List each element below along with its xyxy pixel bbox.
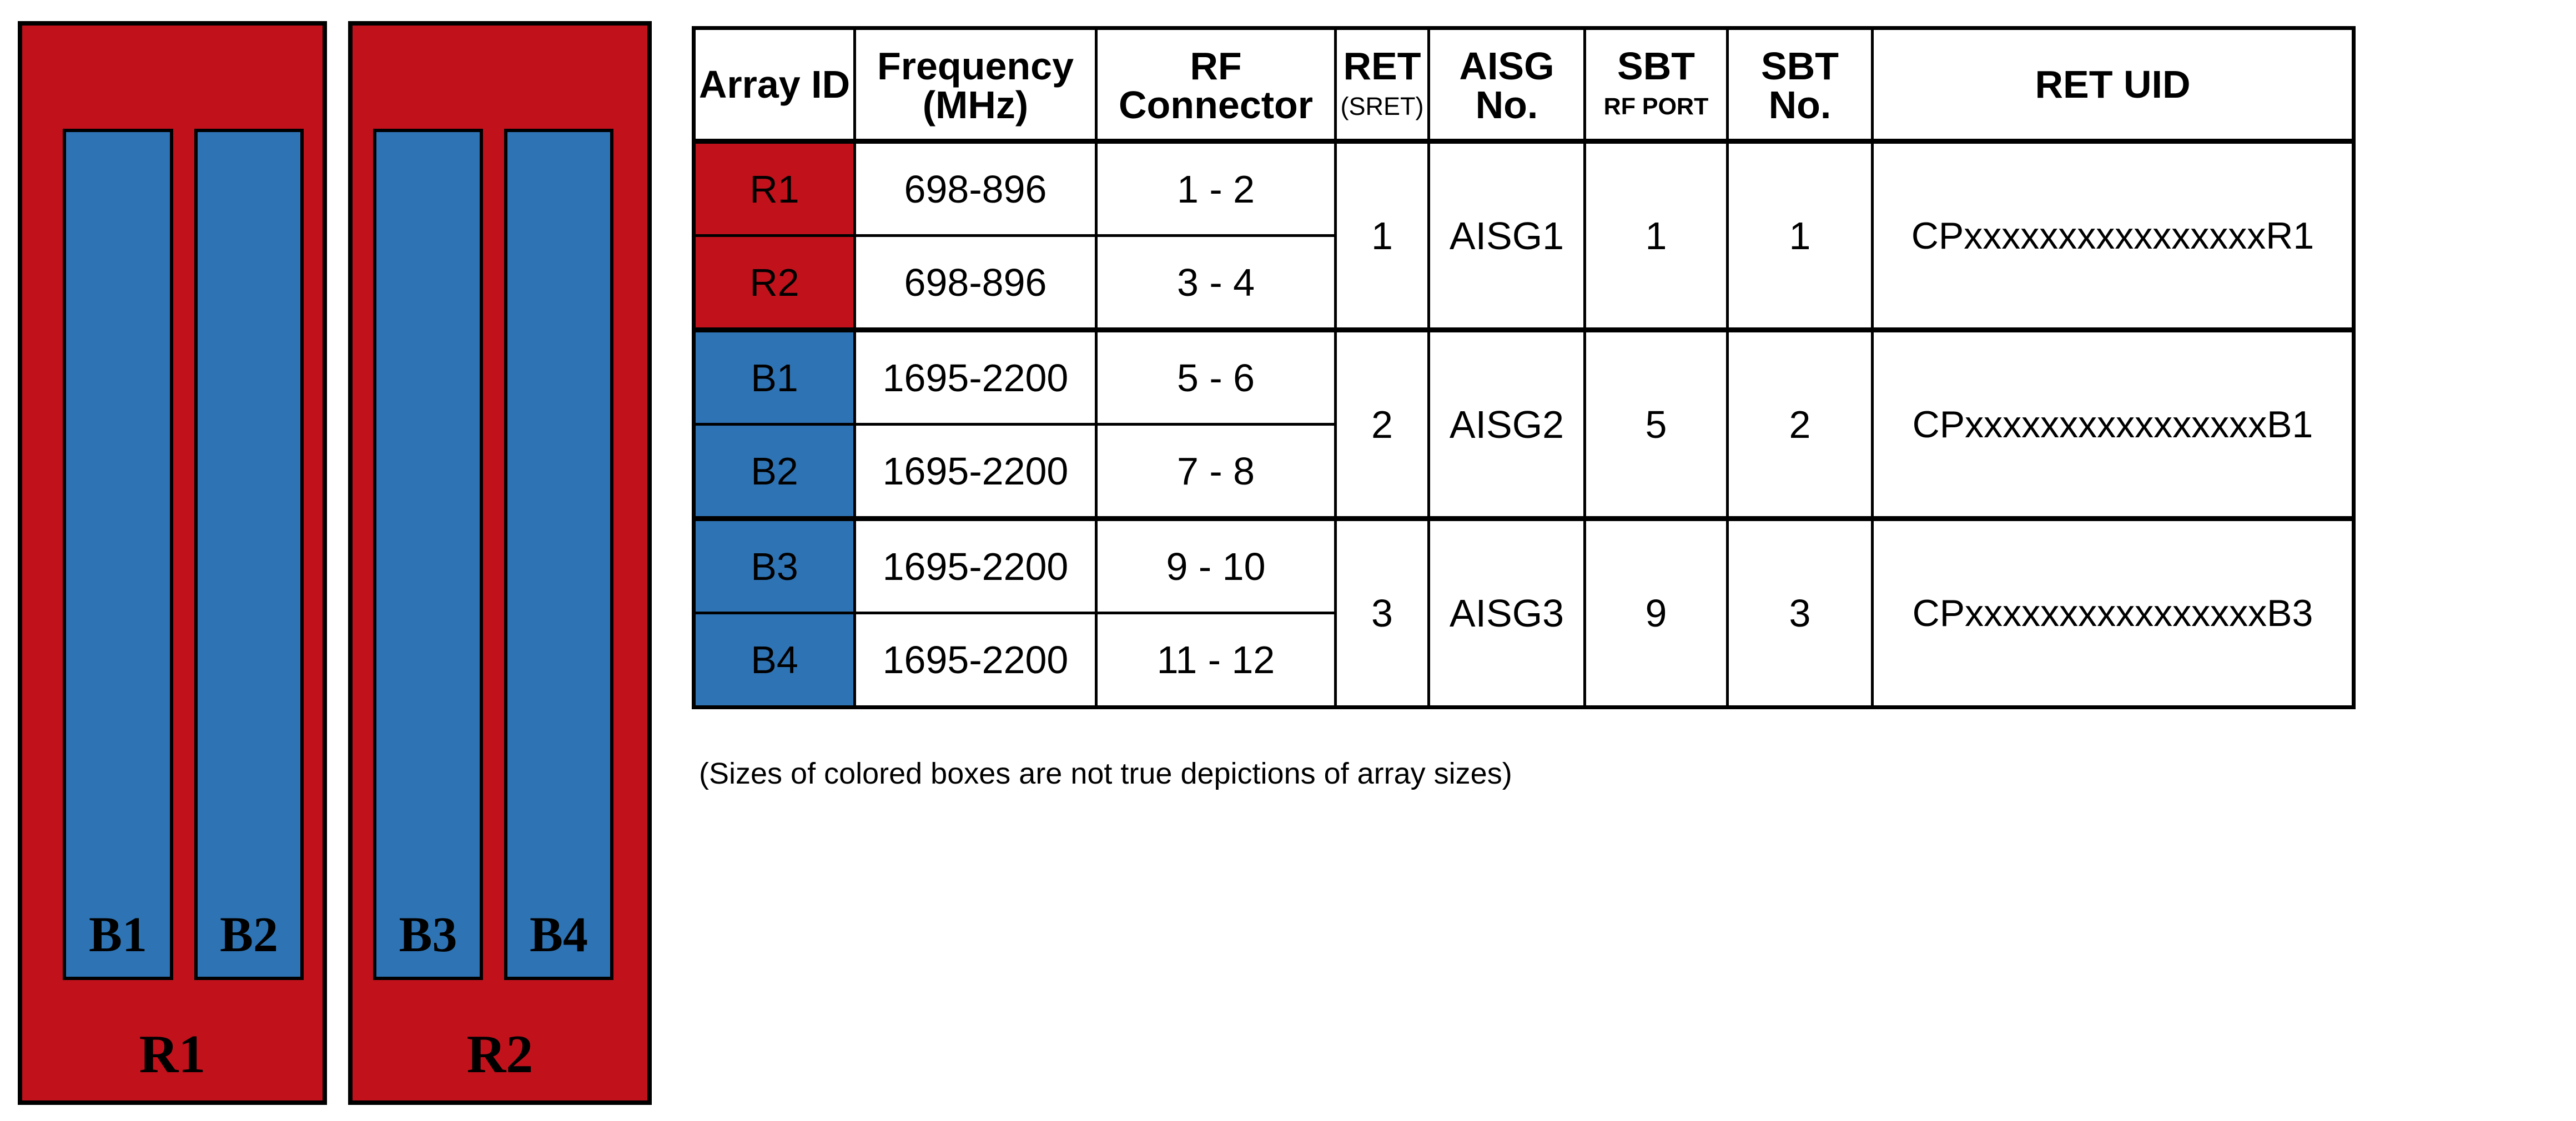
array-box-label: B3 (399, 907, 457, 962)
cell-ret: 2 (1334, 329, 1430, 521)
cell-frequency: 1695-2200 (853, 423, 1098, 521)
col-header-aisg-no: AISG No. (1427, 27, 1586, 144)
cell-ret: 3 (1334, 517, 1430, 709)
header-label: SBT (1617, 44, 1695, 88)
array-box-b2: B2 (194, 129, 304, 980)
header-label: AISG (1459, 44, 1554, 88)
table-row-b3: B3 1695-2200 9 - 10 3 AISG3 9 3 CPxxxxxx… (692, 517, 2355, 709)
cell-frequency: 1695-2200 (853, 517, 1098, 614)
header-label: (MHz) (922, 83, 1029, 127)
table-row-b2: B2 1695-2200 7 - 8 (692, 423, 2354, 521)
header-label: Frequency (877, 44, 1074, 88)
array-box-label: B1 (88, 907, 148, 962)
header-row: Array ID Frequency (MHz) RF Connector (692, 27, 2355, 144)
col-header-array-id: Array ID (692, 27, 856, 144)
header-label: No. (1768, 83, 1832, 127)
col-header-rf-connector: RF Connector (1095, 27, 1337, 144)
cell-rf-connector: 1 - 2 (1095, 140, 1337, 237)
cell-aisg-no: AISG3 (1427, 517, 1586, 709)
cell-rf-connector: 3 - 4 (1095, 234, 1337, 332)
cell-sbt-rf-port: 1 (1583, 140, 1729, 332)
cell-array-id: B1 (692, 329, 856, 426)
antenna-panel-r1: B1 B2 R1 (18, 21, 327, 1105)
cell-sbt-rf-port: 5 (1583, 329, 1729, 521)
cell-ret-uid: CPxxxxxxxxxxxxxxxxR1 (1871, 140, 2355, 332)
cell-sbt-no: 1 (1726, 140, 1874, 332)
array-box-label: B2 (219, 907, 279, 962)
cell-frequency: 1695-2200 (853, 612, 1098, 709)
array-box-b3: B3 (373, 129, 483, 980)
table-row-r1: R1 698-896 1 - 2 1 AISG1 1 1 CPxxxxxxxxx… (692, 140, 2355, 332)
cell-sbt-no: 2 (1726, 329, 1874, 521)
table-row-r2: R2 698-896 3 - 4 (692, 234, 2354, 332)
cell-frequency: 1695-2200 (853, 329, 1098, 426)
cell-array-id: B2 (692, 423, 856, 521)
table-row-b4: B4 1695-2200 11 - 12 (692, 612, 2354, 709)
cell-frequency: 698-896 (853, 234, 1098, 332)
cell-ret-uid: CPxxxxxxxxxxxxxxxxB3 (1871, 517, 2355, 709)
array-box-b4: B4 (504, 129, 613, 980)
antenna-panel-r2: B3 B4 R2 (348, 21, 652, 1105)
header-label: SBT (1761, 44, 1839, 88)
panel-label-r2: R2 (466, 1024, 534, 1084)
col-header-sbt-no: SBT No. (1726, 27, 1874, 144)
cell-array-id: B4 (692, 612, 856, 709)
panel-label-r1: R1 (139, 1024, 206, 1084)
header-label: Connector (1119, 83, 1313, 127)
note-caption: (Sizes of colored boxes are not true dep… (699, 757, 1512, 790)
cell-ret-uid: CPxxxxxxxxxxxxxxxxB1 (1871, 329, 2355, 521)
cell-rf-connector: 11 - 12 (1095, 612, 1337, 709)
header-label: Array ID (698, 63, 851, 106)
col-header-sbt-rf-port: SBT RF PORT (1583, 27, 1729, 144)
cell-array-id: R1 (692, 140, 856, 237)
col-header-ret-uid: RET UID (1871, 27, 2355, 144)
array-box-label: B4 (529, 907, 588, 962)
col-header-ret-sret: RET (SRET) (1334, 27, 1430, 144)
cell-rf-connector: 7 - 8 (1095, 423, 1337, 521)
cell-sbt-no: 3 (1726, 517, 1874, 709)
header-sublabel: (SRET) (1340, 92, 1424, 120)
spec-table: Array ID Frequency (MHz) RF Connector (692, 26, 2356, 709)
header-label: No. (1475, 83, 1538, 127)
cell-array-id: B3 (692, 517, 856, 614)
cell-rf-connector: 5 - 6 (1095, 329, 1337, 426)
table-row-b1: B1 1695-2200 5 - 6 2 AISG2 5 2 CPxxxxxxx… (692, 329, 2355, 521)
header-label: RF (1190, 44, 1242, 88)
array-box-b1: B1 (63, 129, 173, 980)
cell-frequency: 698-896 (853, 140, 1098, 237)
header-label: RET UID (2035, 63, 2191, 106)
col-header-frequency: Frequency (MHz) (853, 27, 1098, 144)
cell-aisg-no: AISG2 (1427, 329, 1586, 521)
cell-ret: 1 (1334, 140, 1430, 332)
cell-sbt-rf-port: 9 (1583, 517, 1729, 709)
header-sublabel: RF PORT (1603, 93, 1709, 120)
header-label: RET (1343, 44, 1421, 88)
cell-array-id: R2 (692, 234, 856, 332)
cell-aisg-no: AISG1 (1427, 140, 1586, 332)
cell-rf-connector: 9 - 10 (1095, 517, 1337, 614)
